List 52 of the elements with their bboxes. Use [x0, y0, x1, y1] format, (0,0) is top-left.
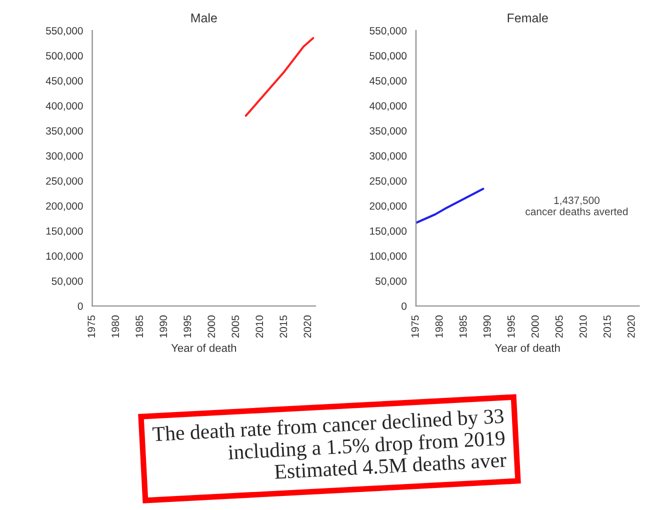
x-tick-label: 2000	[208, 315, 216, 338]
x-tick-label: 1980	[112, 315, 120, 338]
y-tick-label: 200,000	[370, 202, 407, 211]
line-series	[416, 188, 484, 224]
x-tick-label: 2010	[579, 315, 587, 338]
y-tick-label: 500,000	[46, 52, 83, 61]
x-tick-label: 2010	[256, 315, 264, 338]
y-tick-label: 550,000	[370, 27, 407, 36]
x-tick-label: 2015	[280, 315, 288, 338]
y-tick-label: 500,000	[370, 52, 407, 61]
x-tick-label: 2020	[627, 315, 635, 338]
x-tick-label: 1980	[435, 315, 443, 338]
x-tick-label: 1995	[184, 315, 192, 338]
x-tick-label: 1975	[411, 315, 419, 338]
x-tick-label: 2005	[555, 315, 563, 338]
x-tick-label: 1975	[88, 315, 96, 338]
y-tick-label: 200,000	[46, 202, 83, 211]
x-tick-label: 1990	[483, 315, 491, 338]
x-axis-title: Year of death	[495, 344, 560, 352]
line-series	[244, 37, 314, 117]
y-tick-label: 0	[402, 302, 407, 310]
y-tick-label: 300,000	[46, 152, 83, 161]
y-tick-label: 50,000	[376, 277, 407, 286]
y-tick-label: 400,000	[370, 102, 407, 111]
y-tick-label: 300,000	[370, 152, 407, 161]
y-tick-label: 150,000	[370, 227, 407, 236]
x-tick-label: 2020	[304, 315, 312, 338]
y-tick-label: 450,000	[46, 77, 83, 86]
x-tick-label: 2000	[531, 315, 539, 338]
text: The death rate from cancer declined by 33 including a 1.5% drop from 2019 Estimated 4.5M deaths aver	[152, 408, 507, 480]
y-tick-label: 550,000	[46, 27, 83, 36]
x-axis-title: Year of death	[171, 344, 236, 352]
x-tick-label: 2015	[603, 315, 611, 338]
y-tick-label: 100,000	[46, 252, 83, 262]
y-tick-label: 0	[78, 302, 83, 310]
annotation: 1,437,500 cancer deaths averted	[526, 196, 628, 216]
y-tick-label: 150,000	[46, 227, 83, 236]
y-tick-label: 250,000	[370, 177, 407, 186]
y-tick-label: 50,000	[52, 277, 83, 286]
x-tick-label: 1985	[459, 315, 467, 338]
chart-title: Female	[508, 13, 548, 22]
y-tick-label: 250,000	[46, 177, 83, 186]
y-tick-label: 350,000	[46, 127, 83, 136]
chart-title: Male	[191, 13, 217, 22]
x-tick-label: 1990	[160, 315, 168, 338]
y-tick-label: 450,000	[370, 77, 407, 86]
y-tick-label: 350,000	[370, 127, 407, 136]
x-tick-label: 1985	[136, 315, 144, 338]
x-tick-label: 2005	[232, 315, 240, 338]
y-tick-label: 400,000	[46, 102, 83, 111]
y-tick-label: 100,000	[370, 252, 407, 262]
x-tick-label: 1995	[507, 315, 515, 338]
